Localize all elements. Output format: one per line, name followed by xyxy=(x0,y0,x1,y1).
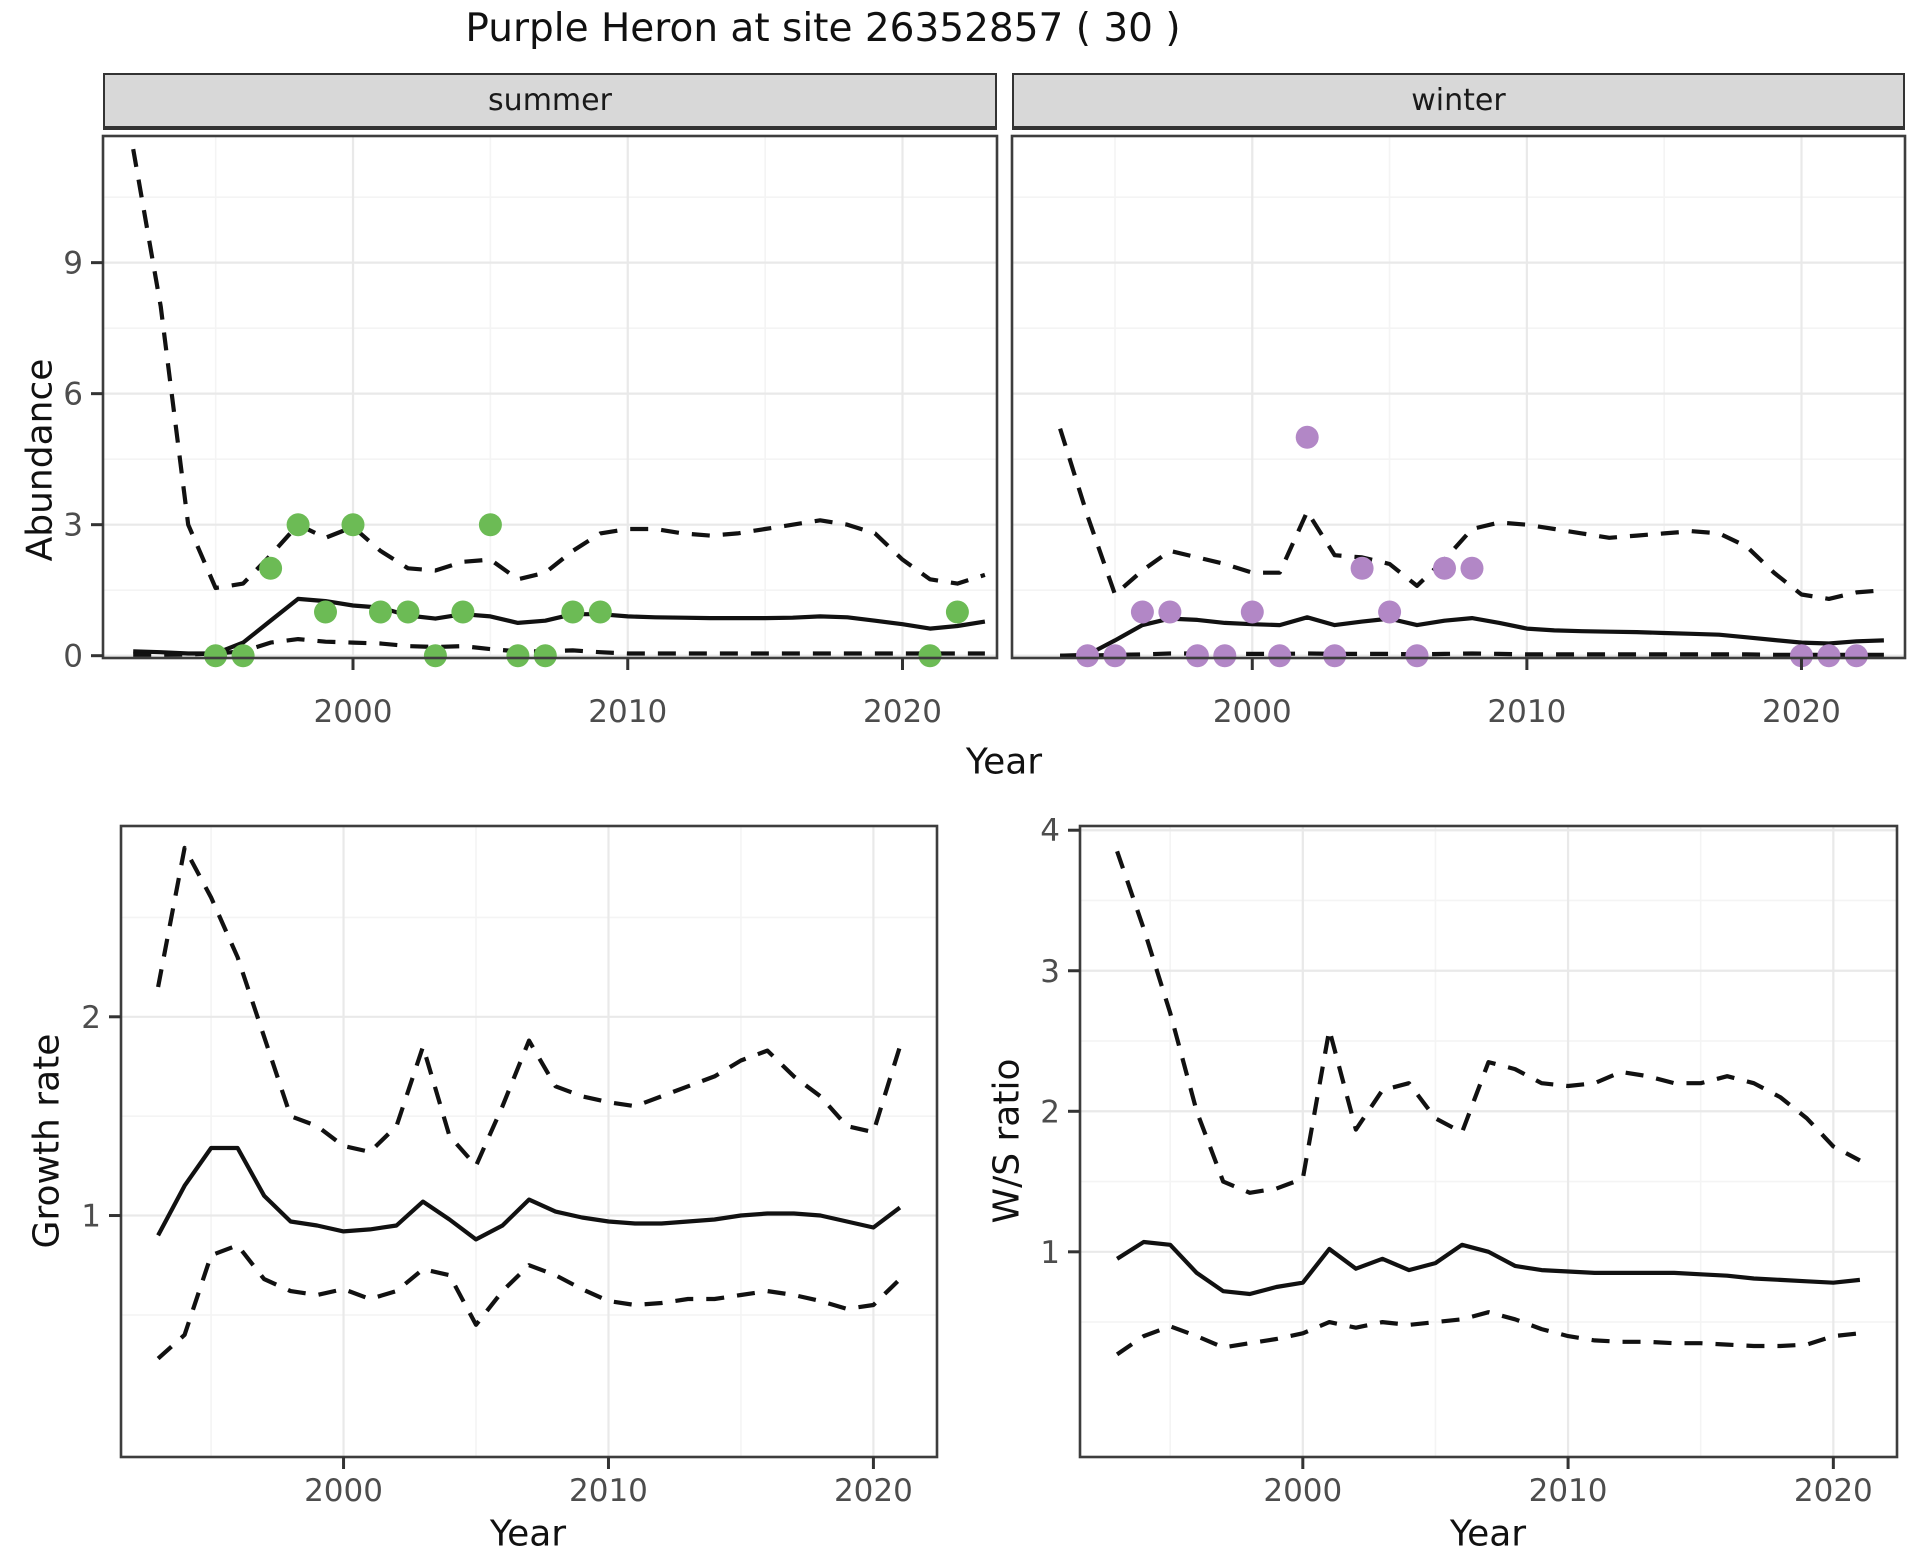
winter-x-tick-label: 2020 xyxy=(1762,694,1841,730)
summer-x-tick-label: 2010 xyxy=(588,694,667,730)
winter-obs-point xyxy=(1323,644,1347,668)
winter-obs-point xyxy=(1103,644,1127,668)
winter-obs-point xyxy=(1295,425,1319,449)
y-axis-title-growth-rate: Growth rate xyxy=(26,1033,68,1249)
x-axis-title-year-growth: Year xyxy=(489,1513,567,1555)
ws_ratio-upper_ci-line xyxy=(1115,850,1861,1195)
summer-obs-point xyxy=(918,644,942,668)
summer-obs-point xyxy=(451,600,475,624)
summer-obs-point xyxy=(423,644,447,668)
facet-strip-winter: winter xyxy=(1012,73,1905,130)
ws_ratio-panel-border xyxy=(1078,824,1899,1459)
summer-obs-point xyxy=(561,600,585,624)
summer-obs-point xyxy=(314,600,337,624)
winter-panel: 2000 2010 2020 xyxy=(1010,134,1907,730)
winter-obs-point xyxy=(1240,600,1264,624)
summer-axis-ticks: 2000 2010 2020 0 3 6 9 xyxy=(63,246,942,730)
winter-obs-point xyxy=(1268,644,1292,668)
y-axis-title-ws-ratio: W/S ratio xyxy=(986,1058,1028,1224)
facet-strip-winter-label: winter xyxy=(1411,83,1506,118)
winter-obs-point xyxy=(1844,644,1868,668)
growth-x-tick-label: 2000 xyxy=(304,1473,383,1509)
ws_ratio-series xyxy=(1115,850,1861,1357)
summer-y-tick-label: 0 xyxy=(63,639,83,675)
chart-title: Purple Heron at site 26352857 ( 30 ) xyxy=(465,6,1181,51)
winter-obs-point xyxy=(1460,556,1484,580)
summer-y-tick-label: 9 xyxy=(63,246,83,282)
winter-obs-point xyxy=(1185,644,1209,668)
summer-series xyxy=(131,148,986,657)
winter-obs-point xyxy=(1350,556,1374,580)
growth-x-tick-label: 2020 xyxy=(834,1473,913,1509)
growth-x-tick-label: 2010 xyxy=(569,1473,648,1509)
growth-panel-border xyxy=(119,824,939,1459)
winter-obs-point xyxy=(1433,556,1456,580)
summer-obs-point xyxy=(369,600,392,624)
winter-x-tick-label: 2000 xyxy=(1213,694,1292,730)
growth-upper_ci-line xyxy=(156,845,902,1168)
x-axis-title-year-ws: Year xyxy=(1449,1513,1527,1555)
growth-lower_ci-line xyxy=(156,1243,902,1361)
ws_ratio-gridlines xyxy=(1080,826,1897,1457)
growth-trend-line xyxy=(156,1145,902,1242)
summer-x-tick-label: 2020 xyxy=(863,694,942,730)
winter-obs-point xyxy=(1158,600,1182,624)
summer-obs-point xyxy=(341,513,365,537)
facet-strip-summer-label: summer xyxy=(488,83,612,118)
ws_ratio-x-tick-label: 2000 xyxy=(1263,1473,1342,1509)
ws_ratio-y-tick-label: 1 xyxy=(1040,1235,1060,1271)
winter-obs-point xyxy=(1790,644,1813,668)
winter-panel-border xyxy=(1010,134,1907,660)
summer-obs-point xyxy=(396,600,420,624)
summer-panel-border xyxy=(101,134,999,660)
winter-obs-point xyxy=(1130,600,1154,624)
ws_ratio-x-tick-label: 2010 xyxy=(1529,1473,1608,1509)
ws_ratio-x-tick-label: 2020 xyxy=(1794,1473,1873,1509)
ws_ratio-y-tick-label: 4 xyxy=(1040,813,1060,849)
summer-obs-point xyxy=(204,644,228,668)
growth-y-tick-label: 2 xyxy=(81,1000,101,1036)
facet-strip-summer: summer xyxy=(103,73,997,130)
ws_ratio-panel: 2000 2010 2020 1 2 3 4 xyxy=(1040,813,1899,1509)
growth-axis-ticks: 2000 2010 2020 1 2 xyxy=(81,1000,913,1509)
ws_ratio-trend-line xyxy=(1115,1239,1861,1297)
summer-y-tick-label: 6 xyxy=(63,377,83,413)
x-axis-title-year-top: Year xyxy=(965,741,1043,783)
summer-points xyxy=(204,513,969,668)
summer-obs-point xyxy=(478,513,502,537)
summer-upper_ci-line xyxy=(131,148,986,591)
winter-trend-line xyxy=(1060,615,1884,658)
summer-x-tick-label: 2000 xyxy=(314,694,393,730)
summer-obs-point xyxy=(286,513,310,537)
winter-obs-point xyxy=(1076,644,1099,668)
ws_ratio-y-tick-label: 3 xyxy=(1040,954,1060,990)
growth-series xyxy=(156,845,902,1361)
winter-obs-point xyxy=(1817,644,1841,668)
winter-obs-point xyxy=(1213,644,1237,668)
summer-obs-point xyxy=(231,644,255,668)
winter-axis-ticks: 2000 2010 2020 xyxy=(1213,658,1841,730)
ws_ratio-axis-ticks: 2000 2010 2020 1 2 3 4 xyxy=(1040,813,1873,1509)
summer-obs-point xyxy=(259,556,283,580)
y-axis-title-abundance: Abundance xyxy=(19,358,61,562)
summer-obs-point xyxy=(533,644,557,668)
growth-panel: 2000 2010 2020 1 2 xyxy=(81,824,939,1509)
growth-gridlines xyxy=(121,826,937,1457)
winter-obs-point xyxy=(1378,600,1402,624)
summer-obs-point xyxy=(588,600,612,624)
winter-x-tick-label: 2010 xyxy=(1487,694,1566,730)
summer-obs-point xyxy=(945,600,969,624)
summer-obs-point xyxy=(506,644,530,668)
winter-obs-point xyxy=(1405,644,1429,668)
summer-y-tick-label: 3 xyxy=(63,508,83,544)
summer-panel: 2000 2010 2020 0 3 6 9 xyxy=(63,134,999,730)
summer-trend-line xyxy=(133,596,986,656)
winter-points xyxy=(1076,425,1868,668)
ws_ratio-y-tick-label: 2 xyxy=(1040,1094,1060,1130)
ws_ratio-lower_ci-line xyxy=(1115,1310,1861,1357)
growth-y-tick-label: 1 xyxy=(81,1199,101,1235)
